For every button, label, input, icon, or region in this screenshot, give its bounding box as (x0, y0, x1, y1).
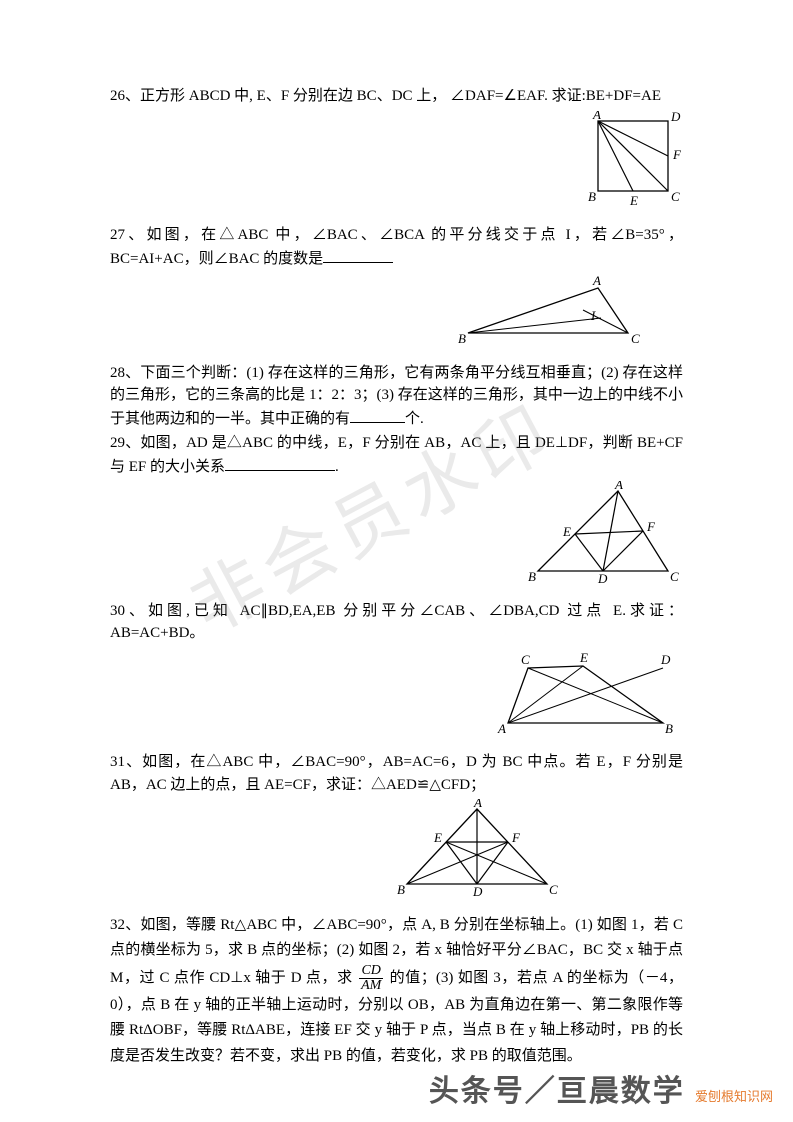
label-D: D (670, 111, 681, 124)
label-A: A (592, 273, 601, 288)
label-A: A (614, 481, 623, 492)
label-C: C (631, 331, 640, 346)
label-E: E (629, 193, 638, 208)
problem-27-blank (323, 247, 393, 263)
label-F: F (646, 519, 656, 534)
problem-29-text: 29、如图，AD 是△ABC 的中线，E，F 分别在 AB，AC 上，且 DE⊥… (110, 432, 683, 478)
label-B: B (528, 569, 536, 584)
problem-29: 29、如图，AD 是△ABC 的中线，E，F 分别在 AB，AC 上，且 DE⊥… (110, 432, 683, 594)
label-A: A (473, 799, 482, 810)
problem-29-text-a: 29、如图，AD 是△ABC 的中线，E，F 分别在 AB，AC 上，且 DE⊥… (110, 435, 683, 475)
problem-26: 26、正方形 ABCD 中, E、F 分别在边 BC、DC 上， ∠DAF=∠E… (110, 85, 683, 218)
problem-31: 31、如图，在△ABC 中，∠BAC=90°，AB=AC=6，D 为 BC 中点… (110, 751, 683, 907)
label-I: I (590, 308, 596, 323)
footer-sub: 爱刨根知识网 (695, 1089, 773, 1104)
figure-29: A B C D E F (523, 481, 683, 586)
label-C: C (670, 569, 679, 584)
figure-31-container: A B C D E F (110, 799, 683, 907)
label-D: D (472, 884, 483, 899)
label-D: D (660, 652, 671, 667)
problem-27-text: 27、如图，在△ABC 中，∠BAC、∠BCA 的平分线交于点 I，若∠B=35… (110, 224, 683, 270)
figure-27-container: A B C I (110, 273, 683, 356)
page-content: 26、正方形 ABCD 中, E、F 分别在边 BC、DC 上， ∠DAF=∠E… (0, 0, 793, 1111)
problem-29-text-b: . (335, 459, 339, 475)
label-B: B (397, 882, 405, 897)
footer-main: 头条号／亘晨数学 (429, 1075, 685, 1108)
problem-28-text: 28、下面三个判断：(1) 存在这样的三角形，它有两条角平分线互相垂直；(2) … (110, 362, 683, 431)
label-F: F (672, 147, 682, 162)
figure-27: A B C I (453, 273, 643, 348)
label-C: C (521, 652, 530, 667)
label-D: D (597, 571, 608, 586)
label-A: A (497, 721, 506, 736)
fraction-denominator: AM (359, 979, 383, 993)
problem-30-text: 30、如图,已知 AC∥BD,EA,EB 分别平分∠CAB、∠DBA,CD 过点… (110, 600, 683, 645)
fraction-numerator: CD (359, 964, 383, 979)
figure-26-container: A D B C E F (110, 111, 683, 219)
problem-27: 27、如图，在△ABC 中，∠BAC、∠BCA 的平分线交于点 I，若∠B=35… (110, 224, 683, 356)
figure-30-container: C D A B E (110, 648, 683, 746)
figure-31: A B C D E F (392, 799, 562, 899)
figure-26: A D B C E F (583, 111, 683, 211)
label-E: E (579, 650, 588, 665)
label-C: C (671, 189, 680, 204)
label-B: B (588, 189, 596, 204)
problem-31-text: 31、如图，在△ABC 中，∠BAC=90°，AB=AC=6，D 为 BC 中点… (110, 751, 683, 796)
page-footer: 头条号／亘晨数学 爱刨根知识网 (429, 1066, 773, 1110)
label-B: B (665, 721, 673, 736)
problem-30: 30、如图,已知 AC∥BD,EA,EB 分别平分∠CAB、∠DBA,CD 过点… (110, 600, 683, 746)
problem-27-text-a: 27、如图，在△ABC 中，∠BAC、∠BCA 的平分线交于点 I，若∠B=35… (110, 227, 683, 267)
label-B: B (458, 331, 466, 346)
problem-32-text: 32、如图，等腰 Rt△ABC 中，∠ABC=90°，点 A, B 分别在坐标轴… (110, 913, 683, 1070)
figure-30: C D A B E (483, 648, 683, 738)
problem-28-text-b: 个. (405, 411, 424, 427)
problem-32-fraction: CD AM (359, 964, 383, 993)
label-E: E (562, 524, 571, 539)
label-F: F (511, 830, 521, 845)
figure-29-container: A B C D E F (110, 481, 683, 594)
label-A: A (592, 111, 601, 122)
problem-28: 28、下面三个判断：(1) 存在这样的三角形，它有两条角平分线互相垂直；(2) … (110, 362, 683, 431)
problem-32: 32、如图，等腰 Rt△ABC 中，∠ABC=90°，点 A, B 分别在坐标轴… (110, 913, 683, 1070)
problem-26-text: 26、正方形 ABCD 中, E、F 分别在边 BC、DC 上， ∠DAF=∠E… (110, 85, 683, 108)
label-C: C (549, 882, 558, 897)
problem-29-blank (225, 455, 335, 471)
label-E: E (433, 830, 442, 845)
problem-28-blank (350, 407, 405, 423)
